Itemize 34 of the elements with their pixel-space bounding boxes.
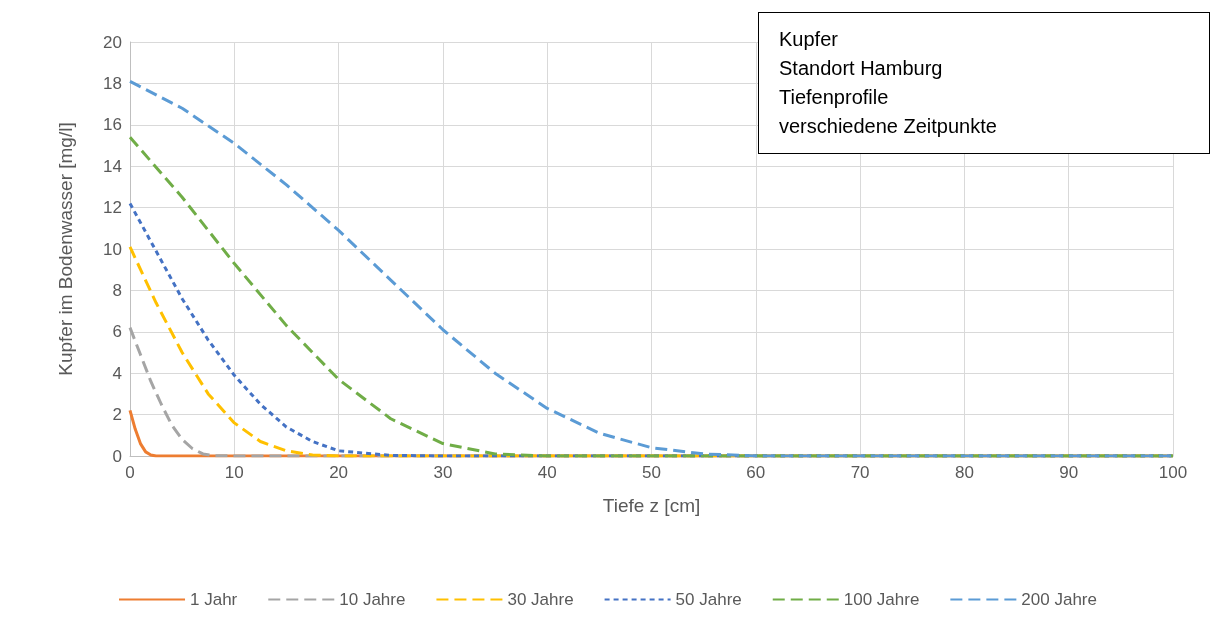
legend-label: 1 Jahr	[190, 590, 238, 609]
y-tick-label: 2	[112, 405, 122, 425]
x-tick-label: 100	[1158, 463, 1188, 482]
legend-label: 50 Jahre	[675, 590, 742, 609]
annotation: Standort Hamburg	[779, 56, 944, 81]
y-axis-title: Kupfer im Bodenwasser [mg/l]	[55, 122, 76, 376]
x-axis-title: Tiefe z [cm]	[602, 495, 701, 516]
x-tick-label: 70	[850, 463, 870, 482]
x-tick-label: 50	[642, 463, 661, 482]
x-tick-label: 40	[537, 463, 557, 482]
x-tick-label: 0	[125, 463, 135, 482]
y-tick-label: 14	[103, 156, 122, 176]
legend-label: 100 Jahre	[843, 590, 920, 609]
y-tick-label: 0	[112, 446, 122, 466]
y-tick-label: 10	[103, 239, 122, 259]
annotation: Kupfer	[779, 27, 839, 52]
legend-label: 200 Jahre	[1021, 590, 1097, 609]
x-tick-label: 80	[954, 463, 974, 482]
legend-label: 10 Jahre	[339, 590, 406, 609]
y-tick-label: 12	[103, 198, 122, 218]
x-tick-label: 10	[224, 463, 244, 482]
y-tick-label: 16	[103, 115, 122, 135]
y-tick-label: 4	[112, 363, 122, 383]
x-tick-label: 30	[433, 463, 453, 482]
y-tick-label: 18	[103, 73, 122, 93]
x-tick-label: 90	[1059, 463, 1079, 482]
y-tick-label: 6	[112, 322, 122, 342]
legend-label: 30 Jahre	[507, 590, 574, 609]
x-tick-label: 20	[329, 463, 349, 482]
annotation: verschiedene Zeitpunkte	[779, 114, 998, 139]
y-tick-label: 20	[103, 32, 122, 52]
y-tick-label: 8	[112, 280, 122, 300]
annotation: Tiefenprofile	[779, 85, 890, 110]
x-tick-label: 60	[746, 463, 766, 482]
